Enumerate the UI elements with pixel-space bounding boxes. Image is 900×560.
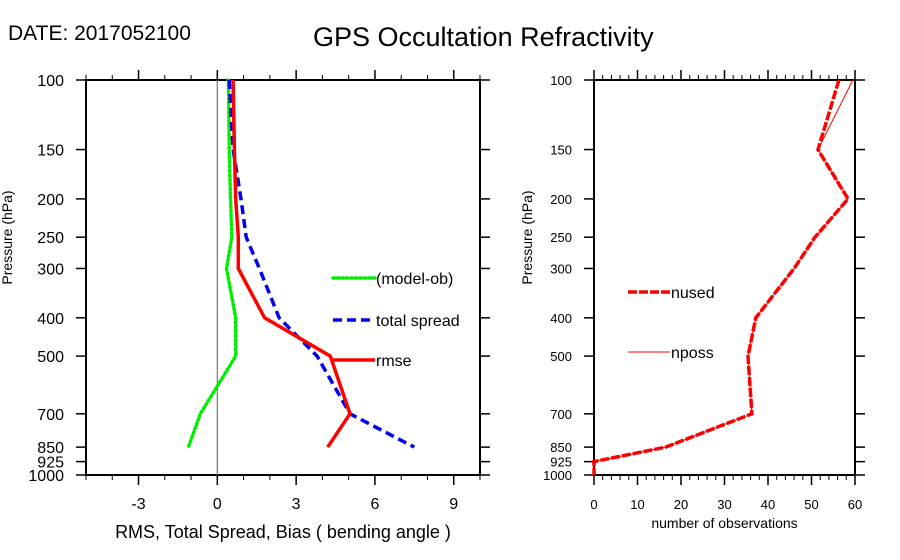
left-x-tick-label: 6	[370, 496, 379, 513]
right-x-tick-label: 0	[590, 497, 597, 512]
left-series-total-spread	[227, 79, 416, 449]
left-y-tick-label: 150	[37, 143, 64, 160]
left-y-tick-label: 300	[37, 261, 64, 278]
right-series-nposs	[593, 79, 854, 475]
right-x-tick-label: 50	[804, 497, 818, 512]
left-y-tick-label: 850	[37, 440, 64, 457]
left-x-tick-label: 0	[213, 496, 222, 513]
right-y-tick-label: 700	[550, 407, 572, 422]
left-y-tick-label: 1000	[28, 468, 64, 485]
left-x-tick-label: 3	[292, 496, 301, 513]
right-y-tick-label: 200	[550, 192, 572, 207]
right-y-tick-label: 500	[550, 349, 572, 364]
left-y-tick-label: 250	[37, 230, 64, 247]
left-y-tick-label: 500	[37, 349, 64, 366]
right-y-tick-label: 250	[550, 230, 572, 245]
left-y-tick-label: 700	[37, 407, 64, 424]
right-y-tick-label: 1000	[543, 468, 572, 483]
left-legend-label: (model-ob)	[376, 271, 453, 288]
left-legend-label: total spread	[376, 313, 460, 330]
right-y-axis-title: Pressure (hPa)	[519, 190, 535, 284]
right-x-tick-label: 20	[674, 497, 688, 512]
right-y-tick-label: 925	[550, 455, 572, 470]
right-x-tick-label: 60	[848, 497, 862, 512]
left-x-axis-title: RMS, Total Spread, Bias ( bending angle …	[115, 522, 451, 542]
right-y-tick-label: 300	[550, 261, 572, 276]
right-y-tick-label: 150	[550, 143, 572, 158]
right-x-tick-label: 30	[717, 497, 731, 512]
left-y-tick-label: 100	[37, 73, 64, 90]
page-title: GPS Occultation Refractivity	[313, 22, 654, 52]
right-plot-frame	[593, 79, 856, 476]
date-label: DATE: 2017052100	[8, 22, 191, 45]
left-series-rmse	[231, 79, 352, 449]
left-y-tick-label: 400	[37, 311, 64, 328]
left-series-model-ob	[186, 78, 238, 449]
right-series-nused	[592, 79, 851, 475]
right-y-tick-label: 100	[550, 73, 572, 88]
right-x-tick-label: 10	[630, 497, 644, 512]
left-legend-label: rmse	[376, 353, 412, 370]
left-y-axis-title: Pressure (hPa)	[0, 190, 15, 284]
right-y-tick-label: 400	[550, 311, 572, 326]
left-plot-frame	[85, 79, 481, 476]
left-x-tick-label: -3	[131, 496, 145, 513]
right-legend-label: nposs	[671, 345, 714, 362]
right-x-axis-title: number of observations	[651, 515, 797, 531]
left-y-tick-label: 925	[37, 455, 64, 472]
left-y-tick-label: 200	[37, 192, 64, 209]
right-y-tick-label: 850	[550, 440, 572, 455]
right-x-tick-label: 40	[761, 497, 775, 512]
left-x-tick-label: 9	[449, 496, 458, 513]
right-legend-label: nused	[671, 285, 715, 302]
